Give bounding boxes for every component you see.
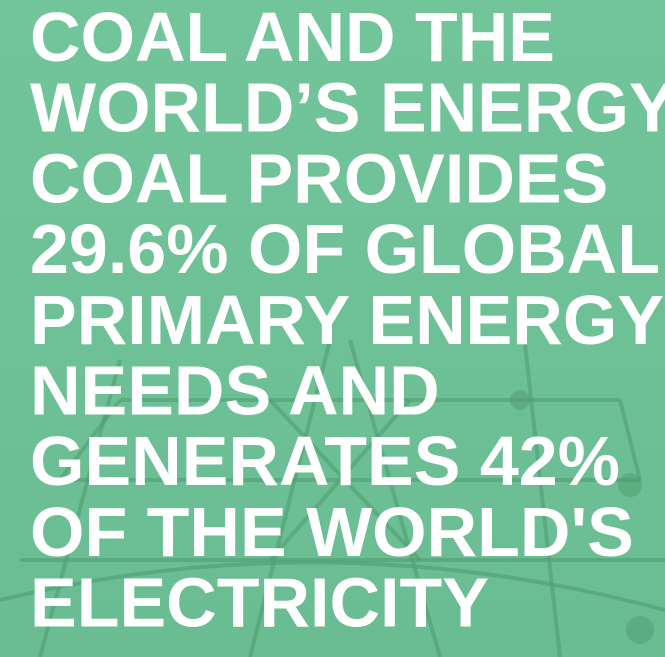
headline-line: OF THE WORLD'S <box>30 493 634 571</box>
headline-line: NEEDS AND <box>30 352 440 430</box>
headline-line: PRIMARY ENERGY <box>30 281 664 359</box>
tower-silhouette <box>0 299 665 657</box>
headline-line: 29.6% OF GLOBAL <box>30 210 660 288</box>
headline-line: COAL AND THE <box>30 0 555 76</box>
headline-line: WORLD’S ENERGY: <box>30 69 665 147</box>
headline-line: ELECTRICITY <box>30 564 489 642</box>
headline-line: COAL PROVIDES <box>30 139 608 217</box>
headline-line: GENERATES 42% <box>30 422 620 500</box>
